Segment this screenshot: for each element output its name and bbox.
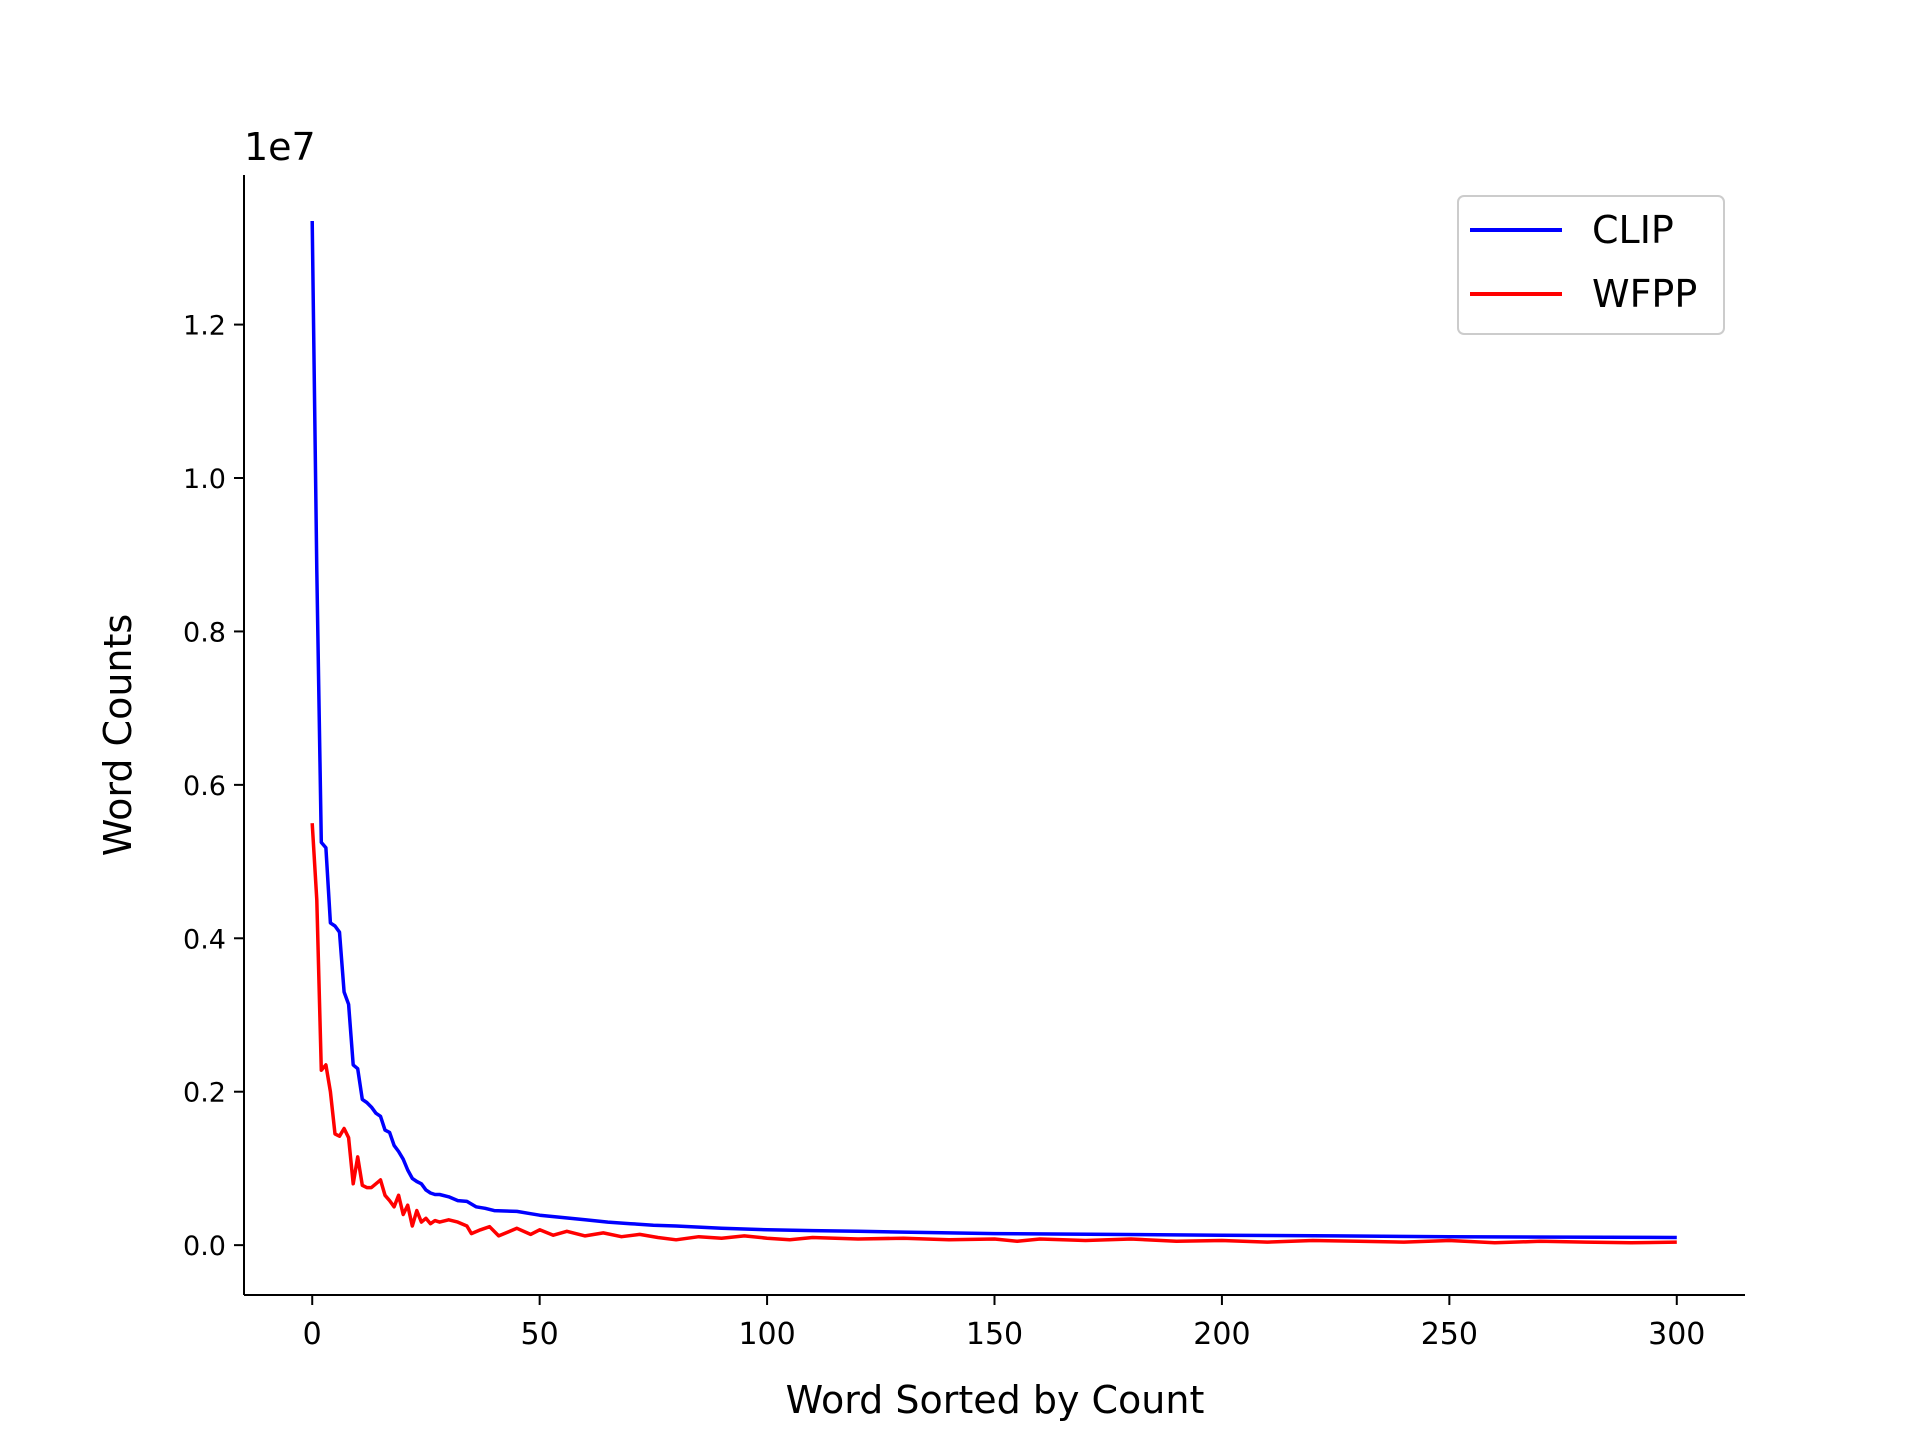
- x-axis-label: Word Sorted by Count: [786, 1378, 1205, 1422]
- x-tick-label: 250: [1421, 1317, 1478, 1352]
- x-tick-label: 50: [521, 1317, 559, 1352]
- legend-label-wfpp: WFPP: [1592, 272, 1697, 316]
- y-tick-label: 0.4: [183, 924, 226, 955]
- y-ticks: 0.0 0.2 0.4 0.6 0.8 1.0 1.2: [183, 311, 244, 1262]
- y-tick-label: 0.2: [183, 1078, 226, 1109]
- x-tick-label: 300: [1648, 1317, 1705, 1352]
- y-tick-label: 0.6: [183, 771, 226, 802]
- x-tick-label: 100: [738, 1317, 795, 1352]
- legend: CLIP WFPP: [1457, 195, 1725, 335]
- x-ticks: 0 50 100 150 200 250 300: [303, 1295, 1705, 1352]
- y-tick-label: 0.8: [183, 617, 226, 648]
- series-layer: [310, 220, 1677, 1245]
- y-tick-label: 1.2: [183, 311, 226, 342]
- series-line-clip: [310, 220, 1677, 1240]
- legend-label-clip: CLIP: [1592, 208, 1674, 252]
- y-offset-label: 1e7: [244, 125, 316, 169]
- y-axis-label: Word Counts: [96, 614, 140, 856]
- series-line-wfpp: [310, 823, 1677, 1245]
- x-tick-label: 150: [966, 1317, 1023, 1352]
- y-tick-label: 0.0: [183, 1231, 226, 1262]
- x-tick-label: 0: [303, 1317, 322, 1352]
- y-tick-label: 1.0: [183, 464, 226, 495]
- x-tick-label: 200: [1193, 1317, 1250, 1352]
